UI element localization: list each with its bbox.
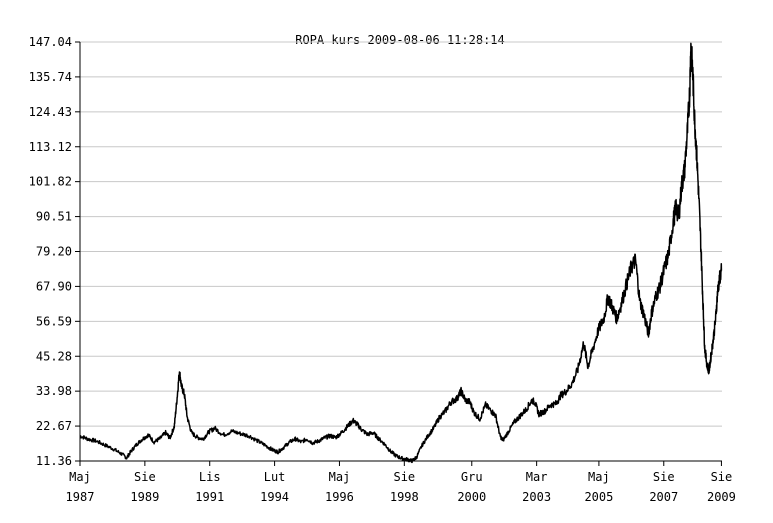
y-tick-label: 135.74 [29,70,72,84]
x-tick-year-label: 1991 [195,490,224,504]
y-tick-label: 147.04 [29,35,72,49]
x-tick-month-label: Sie [711,470,733,484]
x-tick-year-label: 1996 [325,490,354,504]
x-axis-ticks: Maj 1987 Sie 1989 Lis 1991 Lut 1994 Maj 1996 Sie 19… [66,461,736,504]
x-tick-month-label: Maj [69,470,91,484]
series-line [79,42,723,464]
y-tick-label: 67.90 [36,279,72,293]
chart-title: ROPA kurs 2009-08-06 11:28:14 [295,33,505,47]
x-tick-year-label: 2003 [522,490,551,504]
y-tick-label: 124.43 [29,105,72,119]
y-tick-label: 22.67 [36,419,72,433]
y-tick-label: 45.28 [36,349,72,363]
x-tick-year-label: 1998 [390,490,419,504]
x-tick-month-label: Lut [264,470,286,484]
x-tick-month-label: Maj [588,470,610,484]
y-tick-label: 79.20 [36,245,72,259]
x-tick-year-label: 2007 [649,490,678,504]
y-tick-label: 56.59 [36,314,72,328]
x-tick-year-label: 1994 [260,490,289,504]
x-tick-month-label: Sie [134,470,156,484]
x-tick-month-label: Mar [526,470,548,484]
y-tick-label: 113.12 [29,140,72,154]
x-tick-year-label: 2009 [707,490,736,504]
x-tick-month-label: Sie [653,470,675,484]
x-tick-month-label: Gru [461,470,483,484]
x-tick-year-label: 1989 [130,490,159,504]
x-tick-month-label: Maj [329,470,351,484]
x-tick-year-label: 2005 [584,490,613,504]
x-tick-year-label: 2000 [457,490,486,504]
y-tick-label: 90.51 [36,210,72,224]
y-tick-label: 33.98 [36,384,72,398]
x-tick-month-label: Sie [393,470,415,484]
x-tick-year-label: 1987 [66,490,95,504]
series-layer [79,42,723,464]
y-tick-label: 11.36 [36,454,72,468]
y-tick-label: 101.82 [29,175,72,189]
x-tick-month-label: Lis [199,470,221,484]
grid-lines [80,41,722,462]
y-axis-ticks: 11.36 22.67 33.98 45.28 56.59 67.90 79.20 90.51… [29,35,80,468]
